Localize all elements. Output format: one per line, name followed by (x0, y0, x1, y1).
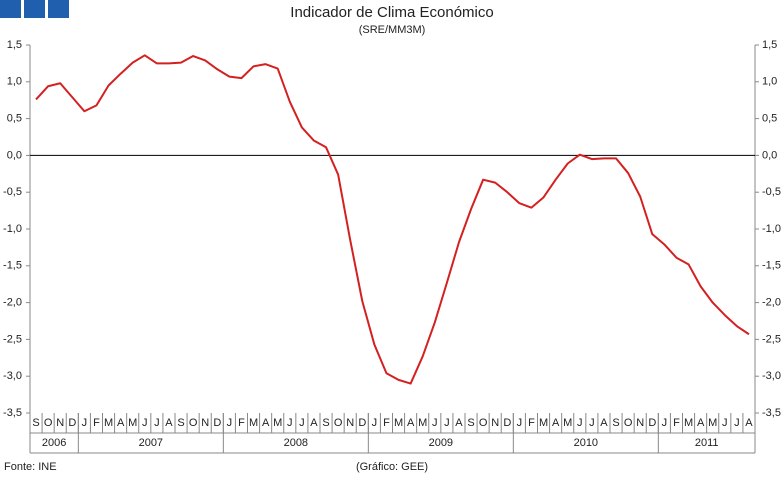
x-tick-label: J (299, 417, 305, 429)
year-label: 2007 (139, 437, 163, 449)
source: Fonte: INE (4, 461, 57, 473)
chart-title: Indicador de Clima Económico (290, 4, 493, 21)
x-tick-label: M (563, 417, 572, 429)
x-tick-label: A (600, 417, 608, 429)
year-label: 2006 (42, 437, 66, 449)
x-tick-label: D (503, 417, 511, 429)
x-tick-label: J (82, 417, 88, 429)
y-tick-label: -0,5 (3, 186, 22, 198)
x-tick-label: F (383, 417, 390, 429)
x-tick-label: J (517, 417, 523, 429)
x-tick-label: N (636, 417, 644, 429)
x-tick-label: A (165, 417, 173, 429)
x-tick-label: F (673, 417, 680, 429)
y-tick-label: -1,0 (3, 223, 22, 235)
y2-tick-label: -3,5 (762, 407, 781, 419)
x-tick-label: O (334, 417, 343, 429)
x-tick-label: J (577, 417, 583, 429)
x-tick-label: N (56, 417, 64, 429)
data-line (35, 54, 750, 385)
x-tick-label: M (273, 417, 282, 429)
x-tick-label: N (201, 417, 209, 429)
x-tick-label: F (528, 417, 535, 429)
x-tick-label: D (648, 417, 656, 429)
x-tick-label: A (455, 417, 463, 429)
x-tick-label: N (491, 417, 499, 429)
x-tick-label: J (287, 417, 293, 429)
y-tick-label: 0,5 (7, 113, 22, 125)
y-tick-label: -2,5 (3, 333, 22, 345)
x-tick-label: O (479, 417, 488, 429)
x-tick-label: F (93, 417, 100, 429)
x-tick-label: O (189, 417, 198, 429)
x-tick-label: J (734, 417, 740, 429)
y-tick-label: 1,0 (7, 76, 22, 88)
x-tick-label: S (322, 417, 329, 429)
x-tick-label: D (358, 417, 366, 429)
x-tick-label: J (432, 417, 438, 429)
y-tick-label: -1,5 (3, 260, 22, 272)
x-tick-label: M (128, 417, 137, 429)
x-tick-label: A (552, 417, 560, 429)
x-tick-label: M (418, 417, 427, 429)
y-tick-label: -2,0 (3, 297, 22, 309)
y2-tick-label: -3,0 (762, 370, 781, 382)
x-tick-label: J (444, 417, 450, 429)
y2-tick-label: 1,0 (762, 76, 777, 88)
x-tick-label: S (32, 417, 39, 429)
x-tick-label: A (117, 417, 125, 429)
chart-subtitle: (SRE/MM3M) (359, 24, 426, 36)
y-tick-label: -3,0 (3, 370, 22, 382)
y2-tick-label: -0,5 (762, 186, 781, 198)
x-tick-label: J (227, 417, 233, 429)
y2-tick-label: -2,0 (762, 297, 781, 309)
x-tick-label: M (394, 417, 403, 429)
year-label: 2008 (284, 437, 308, 449)
x-tick-label: J (589, 417, 595, 429)
x-tick-label: A (407, 417, 415, 429)
y2-tick-label: 0,5 (762, 113, 777, 125)
logo-block (48, 0, 69, 18)
x-tick-label: O (624, 417, 633, 429)
x-tick-label: J (722, 417, 728, 429)
y-tick-label: 0,0 (7, 149, 22, 161)
x-tick-label: M (104, 417, 113, 429)
x-tick-label: S (467, 417, 474, 429)
x-tick-label: J (372, 417, 378, 429)
x-tick-label: M (708, 417, 717, 429)
y2-tick-label: 0,0 (762, 149, 777, 161)
x-tick-label: A (745, 417, 753, 429)
y-tick-label: 1,5 (7, 39, 22, 51)
x-tick-label: A (697, 417, 705, 429)
x-tick-label: M (539, 417, 548, 429)
x-tick-label: M (684, 417, 693, 429)
y-tick-label: -3,5 (3, 407, 22, 419)
x-tick-label: A (262, 417, 270, 429)
x-tick-label: D (213, 417, 221, 429)
x-tick-label: J (142, 417, 148, 429)
x-tick-label: O (44, 417, 53, 429)
x-tick-label: F (238, 417, 245, 429)
year-label: 2010 (574, 437, 598, 449)
logo-block (0, 0, 21, 18)
x-tick-label: A (310, 417, 318, 429)
y2-tick-label: 1,5 (762, 39, 777, 51)
year-label: 2009 (429, 437, 453, 449)
x-tick-label: S (612, 417, 619, 429)
x-tick-label: N (346, 417, 354, 429)
x-tick-label: M (249, 417, 258, 429)
x-tick-label: J (662, 417, 668, 429)
x-tick-label: J (154, 417, 160, 429)
y2-tick-label: -1,0 (762, 223, 781, 235)
x-tick-label: D (68, 417, 76, 429)
year-label: 2011 (695, 437, 719, 449)
y2-tick-label: -2,5 (762, 333, 781, 345)
logo-block (24, 0, 45, 18)
credit: (Gráfico: GEE) (356, 461, 428, 473)
y2-tick-label: -1,5 (762, 260, 781, 272)
x-tick-label: S (177, 417, 184, 429)
